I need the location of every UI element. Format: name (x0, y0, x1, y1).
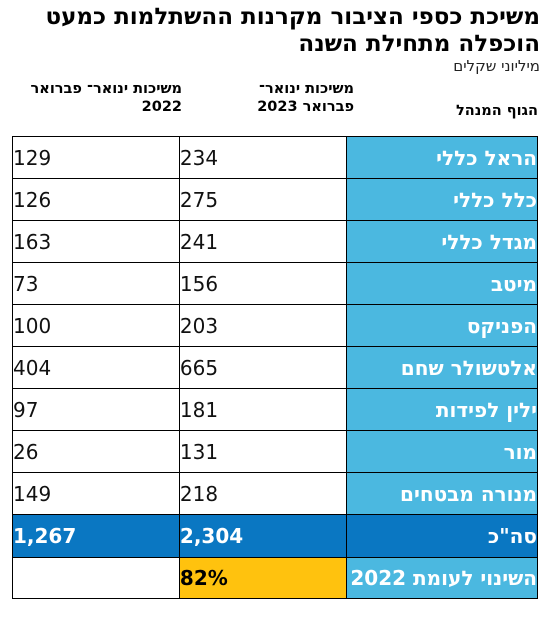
value-2022-cell: 126 (12, 178, 180, 221)
value-2023-cell: 156 (178, 262, 347, 305)
data-table: הראל כללי 234 129 כלל כללי 275 126 מגדל כללי 24… (12, 136, 539, 599)
change-percent-cell: 82% (178, 557, 347, 599)
value-2022-cell: 404 (12, 346, 180, 389)
manager-name-cell: הראל כללי (345, 136, 539, 179)
value-2023-cell: 181 (178, 388, 347, 431)
table-row: מנורה מבטחים 218 149 (12, 472, 539, 515)
value-2023-cell: 275 (178, 178, 347, 221)
change-empty-cell (12, 557, 180, 599)
table-row: מיטב 156 73 (12, 262, 539, 305)
table-row: הראל כללי 234 129 (12, 136, 539, 179)
value-2022-cell: 129 (12, 136, 180, 179)
manager-name-cell: אלטשולר שחם (345, 346, 539, 389)
value-2022-cell: 100 (12, 304, 180, 347)
change-row: השינוי לעומת 2022 82% (12, 557, 539, 599)
value-2022-cell: 149 (12, 472, 180, 515)
value-2022-cell: 97 (12, 388, 180, 431)
value-2023-cell: 665 (178, 346, 347, 389)
value-2022-cell: 26 (12, 430, 180, 473)
change-label-cell: השינוי לעומת 2022 (345, 557, 539, 599)
total-row: סה"כ 2,304 1,267 (12, 514, 539, 558)
value-2023-cell: 203 (178, 304, 347, 347)
column-header-2022: משיכות ינואר־ פברואר 2022 (30, 81, 182, 115)
chart-title: משיכת כספי הציבור מקרנות ההשתלמות כמעט ה… (45, 4, 540, 57)
manager-name-cell: ילין לפידות (345, 388, 539, 431)
chart-subtitle: מיליוני שקלים (453, 57, 540, 75)
manager-name-cell: מור (345, 430, 539, 473)
table-row: ילין לפידות 181 97 (12, 388, 539, 431)
column-header-manager: הגוף המנהל (455, 103, 538, 119)
value-2023-cell: 131 (178, 430, 347, 473)
total-label-cell: סה"כ (345, 514, 539, 558)
value-2022-cell: 163 (12, 220, 180, 263)
table-row: כלל כללי 275 126 (12, 178, 539, 221)
manager-name-cell: כלל כללי (345, 178, 539, 221)
manager-name-cell: הפניקס (345, 304, 539, 347)
table-row: אלטשולר שחם 665 404 (12, 346, 539, 389)
table-row: הפניקס 203 100 (12, 304, 539, 347)
value-2022-cell: 73 (12, 262, 180, 305)
value-2023-cell: 241 (178, 220, 347, 263)
value-2023-cell: 218 (178, 472, 347, 515)
value-2023-cell: 234 (178, 136, 347, 179)
table-row: מור 131 26 (12, 430, 539, 473)
total-2023-cell: 2,304 (178, 514, 347, 558)
manager-name-cell: מיטב (345, 262, 539, 305)
column-header-2023: משיכות ינואר־ פברואר 2023 (257, 81, 354, 115)
total-2022-cell: 1,267 (12, 514, 180, 558)
manager-name-cell: מגדל כללי (345, 220, 539, 263)
manager-name-cell: מנורה מבטחים (345, 472, 539, 515)
table-row: מגדל כללי 241 163 (12, 220, 539, 263)
